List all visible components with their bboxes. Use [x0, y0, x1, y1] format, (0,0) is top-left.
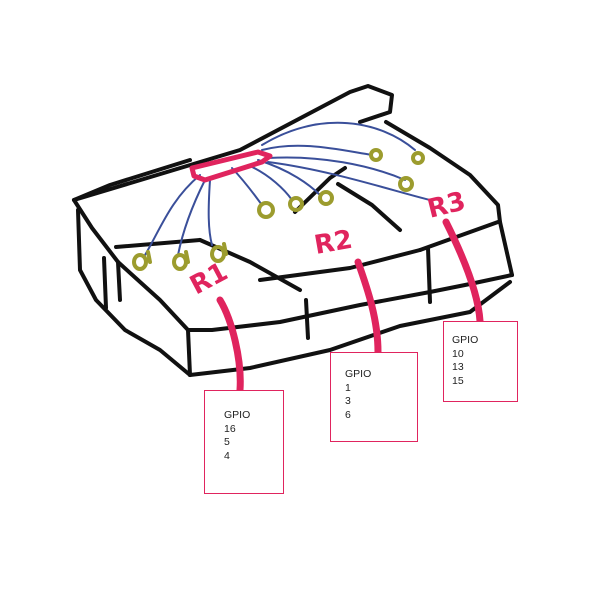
gpio-heading: GPIO	[224, 409, 251, 421]
pad	[369, 148, 384, 162]
region-label-r3: R3	[424, 186, 468, 224]
leader-r2	[354, 258, 382, 356]
gpio-pin: 5	[224, 436, 230, 448]
pad	[411, 151, 426, 165]
pad	[172, 250, 190, 271]
gpio-pin: 3	[345, 395, 351, 407]
gpio-heading: GPIO	[345, 368, 372, 380]
pad	[210, 242, 228, 263]
connector-header	[189, 149, 273, 183]
gpio-pin: 1	[345, 381, 351, 394]
pad	[398, 176, 415, 192]
leader-r1	[216, 296, 244, 394]
region-label-r1: R1	[185, 257, 233, 301]
gpio-callout-r2: GPIO 1 3 6	[330, 352, 418, 442]
gpio-pin: 13	[452, 361, 464, 373]
pad	[288, 196, 305, 212]
pad	[318, 190, 335, 206]
gpio-pin: 10	[452, 347, 464, 360]
gpio-pin: 4	[224, 449, 230, 462]
gpio-callout-r3: GPIO 10 13 15	[443, 321, 518, 402]
callout-leaders	[216, 218, 484, 394]
pad	[257, 201, 276, 219]
pad	[132, 250, 152, 271]
gpio-heading: GPIO	[452, 334, 479, 346]
leader-r3	[442, 218, 484, 325]
gpio-callout-r1: GPIO 16 5 4	[204, 390, 284, 494]
wire-bundle	[144, 121, 431, 256]
gpio-pin: 16	[224, 422, 236, 435]
gpio-pin: 15	[452, 374, 464, 387]
pad-group	[132, 148, 426, 271]
gpio-pin: 6	[345, 408, 351, 421]
region-label-r2: R2	[312, 225, 355, 261]
